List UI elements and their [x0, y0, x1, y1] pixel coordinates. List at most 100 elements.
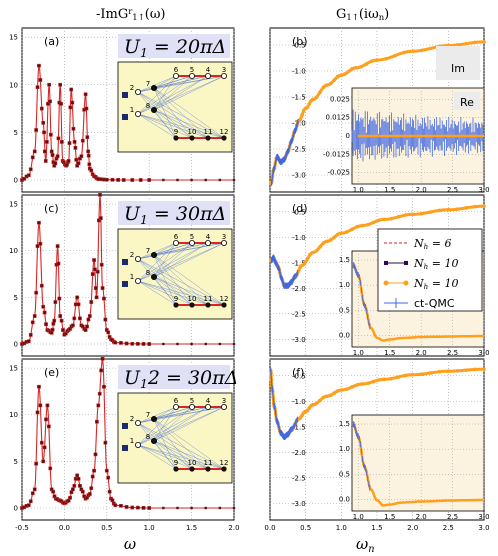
panel-d-ytick: -3.0 [292, 336, 306, 344]
panel-b-marker [335, 74, 340, 79]
panel-e-xtick: 2.0 [228, 524, 239, 532]
panel-d-legend-label: Nh​ = 6 [413, 237, 451, 251]
panel-a-marker [86, 149, 90, 154]
panel-f-xtick: 1.0 [336, 524, 347, 532]
panel-d-marker [335, 232, 340, 237]
panel-a-node-label: 6 [174, 66, 179, 74]
panel-e-link [137, 406, 177, 424]
panel-a-marker [104, 177, 109, 182]
panel-d-legend-label: Nh​ = 10 [413, 277, 458, 291]
panel-f-ytick: -1.5 [292, 423, 306, 431]
panel-e-marker [44, 417, 48, 422]
panel-c-marker [162, 342, 165, 346]
panel-c-marker [102, 296, 106, 301]
panel-a-node [221, 135, 227, 141]
panel-e-ytick: 5 [14, 458, 18, 466]
panel-c-marker [106, 330, 111, 335]
panel-d-marker [328, 238, 333, 242]
panel-e-annotation-box [118, 365, 230, 389]
panel-e-marker [38, 403, 43, 408]
panel-a-marker [43, 159, 48, 163]
panel-a-marker [83, 92, 88, 97]
panel-e-node [188, 403, 195, 410]
panel-e-marker [51, 489, 55, 494]
panel-c-ytick: 15 [9, 201, 18, 209]
panel-a-node [173, 135, 179, 141]
panel-a-ytick: 0 [14, 177, 18, 185]
panel-d-marker [325, 239, 329, 244]
panel-e-marker [32, 487, 37, 492]
panel-a-node-label: 4 [206, 66, 211, 74]
panel-c-marker [232, 342, 236, 346]
panel-c-node [134, 277, 141, 284]
panel-e-node-label: 2 [130, 415, 134, 423]
panel-a-ytick: 15 [9, 34, 18, 42]
panel-d-marker [410, 212, 415, 217]
panel-a-marker [138, 178, 143, 182]
panel-d-marker [371, 220, 376, 225]
panel-d-marker [428, 210, 433, 214]
panel-f-inset-ytick: 1.5 [339, 420, 350, 428]
panel-c-marker [53, 300, 58, 304]
panel-b-marker [369, 59, 374, 64]
panel-e-annotation: U1​2 = 30πΔ [124, 367, 238, 391]
panel-d-inset-ytick: 1.0 [339, 281, 350, 289]
panel-b-marker [410, 49, 415, 54]
panel-f-inset-xtick: 1.5 [384, 513, 395, 521]
panel-e-xtick: -0.5 [15, 524, 29, 532]
panel-b-marker [419, 48, 424, 53]
panel-c-marker [136, 342, 140, 346]
panel-b-marker [328, 81, 333, 86]
panel-c-annotation-box [118, 201, 230, 225]
panel-f-inset-xtick: 1.0 [353, 513, 364, 521]
panel-c-marker [99, 262, 104, 267]
panel-d-inset-ytick: 0.5 [339, 306, 350, 314]
panel-a-node-label: 10 [188, 128, 197, 136]
panel-e-marker [87, 492, 92, 496]
panel-c-node [172, 239, 179, 246]
panel-a-node-label: 1 [130, 106, 134, 114]
panel-c-node-label: 4 [206, 233, 211, 241]
panel-c-link [153, 242, 193, 256]
right-xlabel-rich: ωn​ [356, 535, 375, 555]
panel-d-marker [376, 218, 381, 223]
panel-e-marker [99, 368, 103, 373]
panel-d-marker [321, 241, 326, 245]
panel-e-marker [92, 468, 96, 473]
left-x-axis-label: ω [124, 535, 136, 553]
panel-e-marker [162, 506, 165, 510]
panel-c-marker [94, 295, 99, 300]
panel-c-marker [28, 333, 33, 337]
panel-f-xtick: 3.0 [478, 524, 489, 532]
panel-b-marker [307, 102, 312, 106]
panel-a-marker [218, 178, 222, 182]
panel-c-marker [44, 322, 48, 327]
panel-d-marker [308, 252, 312, 257]
panel-a-marker [89, 168, 94, 173]
panel-e-marker [96, 403, 101, 408]
panel-e-marker [102, 384, 106, 389]
panel-e-marker [190, 506, 193, 510]
panel-e-link [137, 444, 225, 470]
panel-d-marker [366, 222, 370, 227]
panel-e-marker [147, 506, 152, 510]
panel-e-link [153, 418, 177, 470]
panel-c-node-label: 8 [146, 269, 150, 277]
panel-a-node [134, 89, 141, 96]
panel-f-xtick: 1.5 [371, 524, 382, 532]
panel-c-marker [75, 295, 79, 300]
panel-e-link [153, 406, 209, 420]
panel-a-link [153, 87, 177, 139]
panel-e-node [134, 441, 141, 448]
panel-a-link [153, 87, 193, 139]
panel-a-marker [71, 126, 76, 131]
panel-e-marker [80, 489, 85, 494]
panel-c-impurity-square [122, 259, 128, 265]
panel-c-marker [124, 341, 129, 346]
panel-a-annotation: U1​ = 20πΔ [124, 36, 226, 60]
panel-d-marker [403, 213, 408, 217]
panel-e-marker [76, 477, 81, 481]
panel-c-marker [42, 310, 47, 315]
panel-a-node-label: 5 [190, 66, 194, 74]
panel-f-marker [350, 385, 354, 389]
